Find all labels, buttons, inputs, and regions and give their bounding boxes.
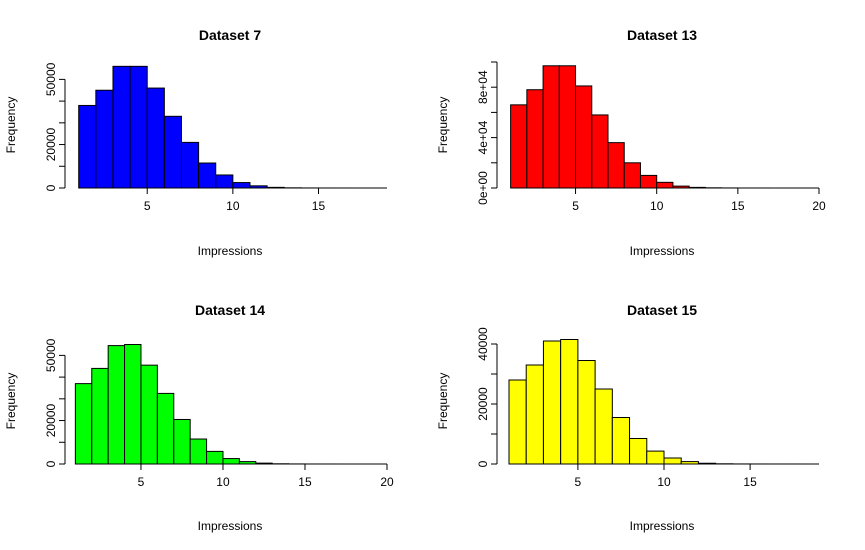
histogram-panel-4: 5 10 15 0 20000 40000 Dataset 15 Impressions Fre… [436,302,819,533]
histogram-bar [215,174,234,189]
y-tick-label: 20000 [44,404,58,438]
histogram-bar [189,438,208,465]
histogram-bar [542,65,560,189]
x-tick-label: 5 [144,199,151,213]
x-tick-label: 20 [812,199,826,213]
y-tick-label: 50000 [44,62,58,96]
histogram-bar [222,458,240,465]
histogram-bar [560,339,579,465]
histogram-bar [206,450,224,465]
y-axis-label: Frequency [436,97,450,154]
histogram-bar [594,388,613,465]
histogram-bar [129,65,148,189]
histogram-bar [575,85,593,189]
histogram-bar [198,162,217,189]
histogram-bar [558,65,577,189]
y-tick-label: 0e+00 [476,171,490,205]
histogram-bar [107,345,126,465]
y-tick-label: 8e+04 [476,70,490,104]
x-axis-label: Impressions [198,519,263,533]
y-tick-label: 50000 [44,338,58,372]
x-axis-label: Impressions [630,519,695,533]
histogram-bar [663,457,682,465]
x-tick-label: 5 [572,199,579,213]
histogram-bar [180,141,200,189]
chart-title: Dataset 13 [627,27,697,43]
histogram-bar [232,182,251,189]
histogram-bar [95,89,114,189]
chart-title: Dataset 15 [627,302,697,318]
x-tick-label: 20 [380,475,394,489]
x-tick-label: 5 [575,475,582,489]
y-tick-label: 20000 [476,387,490,421]
histogram-bar [508,379,527,465]
x-tick-label: 5 [138,475,145,489]
x-tick-label: 15 [743,475,757,489]
histogram-bar [78,104,97,189]
histogram-bar [611,417,631,465]
x-tick-label: 15 [731,199,745,213]
histogram-bar [526,89,544,189]
histogram-bar [146,87,165,189]
histogram-panel-2: 5 10 15 20 0e+00 4e+04 8e+04 Dataset 13 Impressi… [436,27,826,258]
y-axis-label: Frequency [4,97,18,154]
histogram-bar [542,340,562,465]
histogram-bar [639,174,658,189]
histogram-panel-3: 5 10 15 20 0 20000 50000 Dataset 14 Impressions F… [4,302,394,533]
x-tick-label: 10 [216,475,230,489]
chart-title: Dataset 7 [199,27,261,43]
y-tick-label: 0 [44,184,58,191]
histogram-bar [525,364,544,465]
y-tick-label: 4e+04 [476,120,490,154]
histogram-bar [607,142,625,189]
histogram-bar [163,115,182,189]
x-axis-label: Impressions [198,244,263,258]
x-tick-label: 15 [312,199,326,213]
histogram-bar [156,392,175,465]
y-tick-label: 0 [44,460,58,467]
y-axis-label: Frequency [4,373,18,430]
histogram-bar [140,364,158,465]
histogram-bar [112,65,131,189]
histogram-bar [74,383,93,465]
histogram-bar [173,418,191,465]
histogram-panel-1: 5 10 15 0 20000 50000 Dataset 7 Impressions Freq… [4,27,387,258]
chart-title: Dataset 14 [195,302,265,318]
histogram-bar [124,344,142,465]
y-tick-label: 20000 [44,128,58,162]
y-tick-label: 40000 [476,327,490,361]
x-axis-label: Impressions [630,244,695,258]
histogram-bar [591,114,609,189]
histogram-bar [510,104,528,189]
histogram-bar [646,450,665,465]
histogram-bar [629,438,648,465]
x-tick-label: 10 [650,199,664,213]
histogram-bar [91,367,109,465]
y-axis-label: Frequency [436,373,450,430]
histogram-bar [577,360,596,465]
x-tick-label: 10 [657,475,671,489]
x-tick-label: 15 [298,475,312,489]
x-tick-label: 10 [226,199,240,213]
histogram-bar [623,162,641,189]
y-tick-label: 0 [476,460,490,467]
histogram-bar [656,181,674,189]
